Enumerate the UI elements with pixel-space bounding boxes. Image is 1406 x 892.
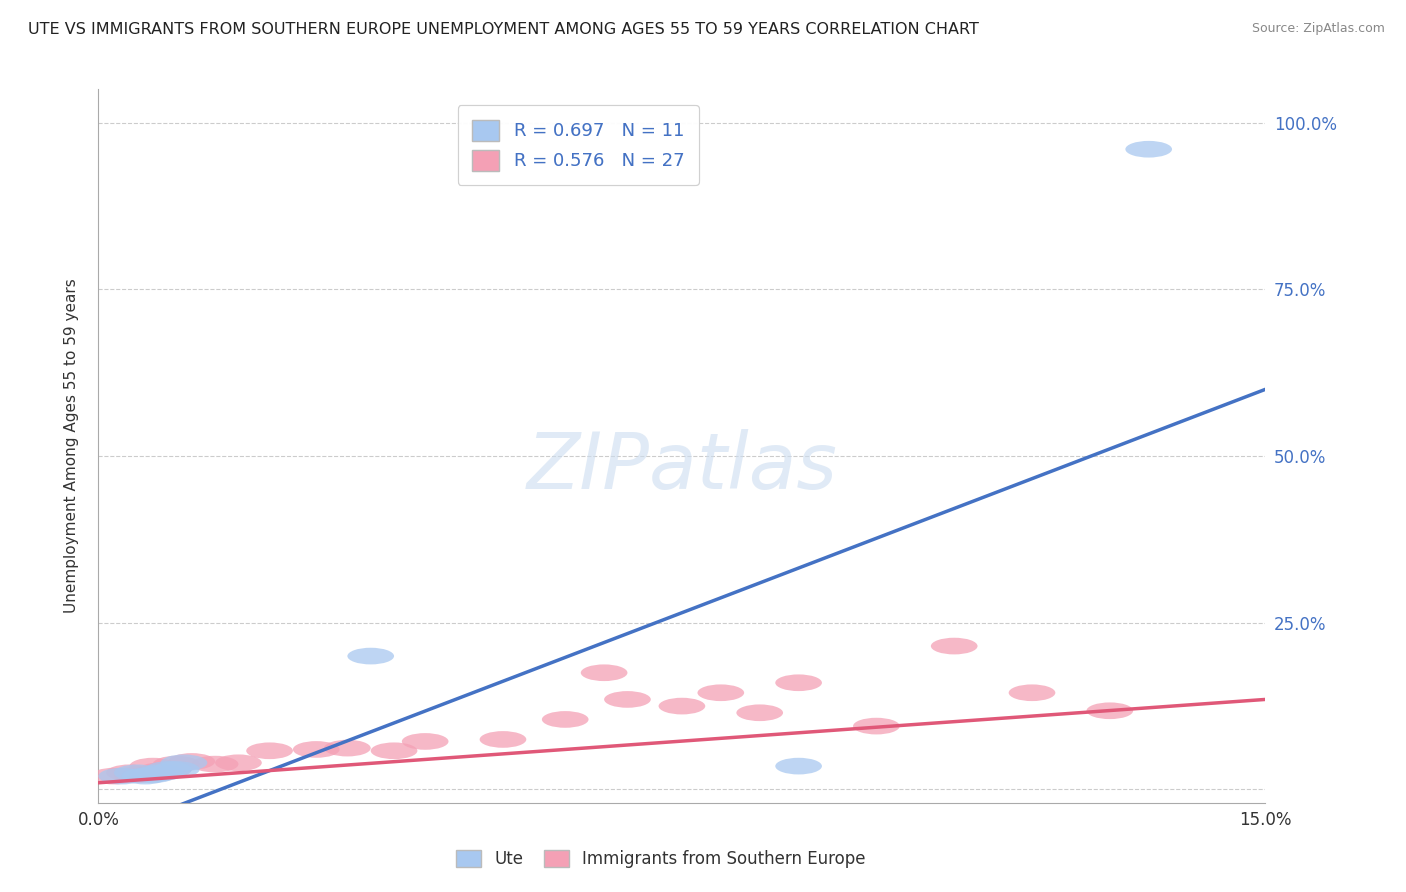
Ellipse shape bbox=[169, 753, 215, 770]
Ellipse shape bbox=[658, 698, 706, 714]
Ellipse shape bbox=[1008, 684, 1056, 701]
Text: ZIPatlas: ZIPatlas bbox=[526, 429, 838, 506]
Ellipse shape bbox=[107, 764, 153, 781]
Ellipse shape bbox=[145, 761, 191, 778]
Ellipse shape bbox=[191, 756, 239, 772]
Ellipse shape bbox=[138, 763, 184, 779]
Ellipse shape bbox=[153, 756, 200, 772]
Ellipse shape bbox=[129, 758, 176, 774]
Ellipse shape bbox=[775, 674, 823, 691]
Ellipse shape bbox=[737, 705, 783, 721]
Ellipse shape bbox=[138, 764, 184, 781]
Y-axis label: Unemployment Among Ages 55 to 59 years: Unemployment Among Ages 55 to 59 years bbox=[65, 278, 79, 614]
Ellipse shape bbox=[605, 691, 651, 707]
Ellipse shape bbox=[775, 758, 823, 774]
Ellipse shape bbox=[153, 761, 200, 778]
Ellipse shape bbox=[98, 768, 145, 784]
Ellipse shape bbox=[114, 766, 160, 783]
Ellipse shape bbox=[371, 742, 418, 759]
Text: UTE VS IMMIGRANTS FROM SOUTHERN EUROPE UNEMPLOYMENT AMONG AGES 55 TO 59 YEARS CO: UTE VS IMMIGRANTS FROM SOUTHERN EUROPE U… bbox=[28, 22, 979, 37]
Ellipse shape bbox=[541, 711, 589, 728]
Legend: Ute, Immigrants from Southern Europe: Ute, Immigrants from Southern Europe bbox=[450, 843, 872, 875]
Text: Source: ZipAtlas.com: Source: ZipAtlas.com bbox=[1251, 22, 1385, 36]
Ellipse shape bbox=[215, 755, 262, 771]
Ellipse shape bbox=[1087, 702, 1133, 719]
Ellipse shape bbox=[323, 739, 371, 756]
Ellipse shape bbox=[292, 741, 340, 758]
Ellipse shape bbox=[347, 648, 394, 665]
Ellipse shape bbox=[160, 755, 207, 771]
Ellipse shape bbox=[129, 766, 176, 783]
Ellipse shape bbox=[145, 761, 191, 778]
Legend: R = 0.697   N = 11, R = 0.576   N = 27: R = 0.697 N = 11, R = 0.576 N = 27 bbox=[457, 105, 699, 185]
Ellipse shape bbox=[1125, 141, 1173, 158]
Ellipse shape bbox=[697, 684, 744, 701]
Ellipse shape bbox=[479, 731, 526, 747]
Ellipse shape bbox=[402, 733, 449, 750]
Ellipse shape bbox=[90, 768, 138, 784]
Ellipse shape bbox=[246, 742, 292, 759]
Ellipse shape bbox=[931, 638, 977, 655]
Ellipse shape bbox=[114, 764, 160, 781]
Ellipse shape bbox=[122, 768, 169, 784]
Ellipse shape bbox=[853, 718, 900, 734]
Ellipse shape bbox=[581, 665, 627, 681]
